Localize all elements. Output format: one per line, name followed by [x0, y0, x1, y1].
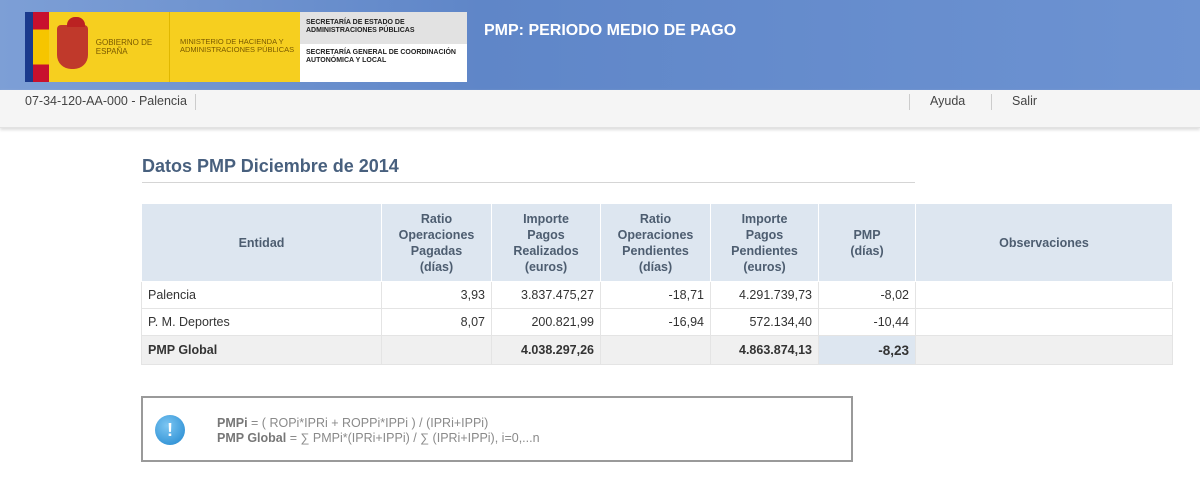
nav-bar: 07-34-120-AA-000 - Palencia Ayuda Salir [0, 90, 1200, 128]
coat-of-arms-icon [57, 17, 88, 69]
pmp-table: Entidad Ratio Operaciones Pagadas (días) I… [141, 203, 1173, 365]
formula-info-box: ! PMPi = ( ROPi*IPRi + ROPPi*IPPi ) / (I… [141, 396, 853, 462]
table-row: P. M. Deportes 8,07 200.821,99 -16,94 572.13… [141, 308, 1173, 336]
table-cell [915, 335, 1173, 365]
table-cell: PMP Global [141, 335, 382, 365]
flag-icon [25, 12, 49, 82]
info-exclamation-icon: ! [155, 415, 185, 445]
table-cell: P. M. Deportes [141, 308, 382, 336]
table-cell: 3,93 [381, 281, 492, 309]
formula-pmp-global: PMP Global = ∑ PMPi*(IPRi+IPPi) / ∑ (IPR… [217, 431, 540, 445]
column-header: Ratio Operaciones Pagadas (días) [381, 203, 492, 282]
entity-label: 07-34-120-AA-000 - Palencia [25, 94, 196, 110]
table-cell [381, 335, 492, 365]
table-cell: -8,23 [818, 335, 916, 365]
table-cell [600, 335, 711, 365]
table-cell: 4.038.297,26 [491, 335, 601, 365]
table-cell: -18,71 [600, 281, 711, 309]
app-title: PMP: PERIODO MEDIO DE PAGO [484, 22, 737, 39]
exit-link[interactable]: Salir [991, 94, 1037, 110]
table-cell: -10,44 [818, 308, 916, 336]
formula-pmpi: PMPi = ( ROPi*IPRi + ROPPi*IPPi ) / (IPR… [217, 416, 489, 430]
column-header: Importe Pagos Pendientes (euros) [710, 203, 819, 282]
divider [142, 182, 915, 183]
page-title: Datos PMP Diciembre de 2014 [142, 156, 399, 176]
table-cell: 572.134,40 [710, 308, 819, 336]
column-header: Observaciones [915, 203, 1173, 282]
column-header: Importe Pagos Realizados (euros) [491, 203, 601, 282]
header-banner: GOBIERNO DE ESPAÑA MINISTERIO DE HACIEND… [0, 0, 1200, 90]
column-header: Entidad [141, 203, 382, 282]
table-cell: 4.863.874,13 [710, 335, 819, 365]
table-cell: -8,02 [818, 281, 916, 309]
table-cell: 200.821,99 [491, 308, 601, 336]
table-cell: Palencia [141, 281, 382, 309]
total-row: PMP Global 4.038.297,26 4.863.874,13 -8,23 [141, 335, 1173, 365]
table-cell [915, 308, 1173, 336]
column-header: Ratio Operaciones Pendientes (días) [600, 203, 711, 282]
table-cell: 8,07 [381, 308, 492, 336]
table-row: Palencia 3,93 3.837.475,27 -18,71 4.291.739,… [141, 281, 1173, 309]
table-cell: -16,94 [600, 308, 711, 336]
table-cell: 3.837.475,27 [491, 281, 601, 309]
table-cell: 4.291.739,73 [710, 281, 819, 309]
help-link[interactable]: Ayuda [909, 94, 965, 110]
government-logo: GOBIERNO DE ESPAÑA MINISTERIO DE HACIEND… [25, 12, 467, 82]
table-cell [915, 281, 1173, 309]
column-header: PMP (días) [818, 203, 916, 282]
